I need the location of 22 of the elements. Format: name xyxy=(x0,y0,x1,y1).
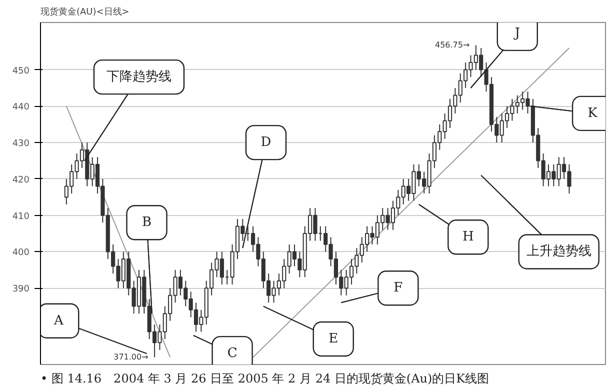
annotation: D xyxy=(260,135,272,150)
annotation: 371.00→ xyxy=(114,352,149,362)
y-tick-label: 430 xyxy=(12,139,30,150)
text: K xyxy=(588,106,598,121)
y-tick-label: 410 xyxy=(12,212,30,222)
annotation: 下降趋势线 xyxy=(106,70,172,85)
text: A xyxy=(52,313,64,328)
annotation: E xyxy=(328,332,338,347)
annotation: 上升趋势线 xyxy=(526,244,592,260)
annotation: F xyxy=(394,280,403,296)
annotation: J xyxy=(512,26,520,41)
y-tick-label: 390 xyxy=(12,284,30,295)
annotation: 456.75→ xyxy=(434,40,470,50)
annotation: B xyxy=(142,215,152,230)
text: • 图 14.16 2004 年 3 月 26 日至 2005 年 2 月 24 日的现货黄金(Au)的日K线图 xyxy=(40,372,490,386)
chart-title: 现货黄金(AU)<日线> xyxy=(40,6,130,18)
annotation: C xyxy=(227,346,238,362)
y-tick-label: 440 xyxy=(12,102,30,113)
y-tick-label: 400 xyxy=(12,248,30,258)
annotation: H xyxy=(462,230,474,245)
y-tick-label: 450 xyxy=(12,66,30,76)
y-tick-label: 420 xyxy=(12,175,30,186)
